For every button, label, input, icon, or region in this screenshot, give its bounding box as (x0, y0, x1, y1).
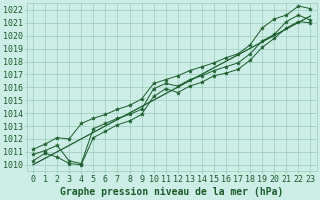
X-axis label: Graphe pression niveau de la mer (hPa): Graphe pression niveau de la mer (hPa) (60, 186, 284, 197)
